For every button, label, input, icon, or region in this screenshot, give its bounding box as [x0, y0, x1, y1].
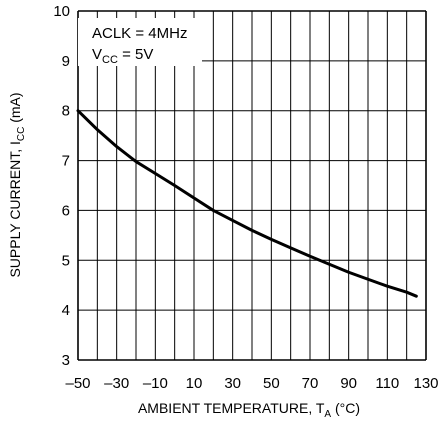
- series-group: [76, 109, 418, 298]
- y-tick-label: 9: [62, 53, 70, 70]
- annotation-aclk: ACLK = 4MHz: [92, 25, 187, 42]
- y-axis-title: SUPPLY CURRENT, ICC (mA): [7, 92, 27, 277]
- x-tick-labels: –50 –30 –10 10 30 50 70 90 110 130: [65, 375, 438, 392]
- x-tick-label: –10: [143, 375, 168, 392]
- x-tick-label: 50: [263, 375, 280, 392]
- y-tick-label: 3: [62, 352, 70, 369]
- y-tick-label: 4: [62, 302, 70, 319]
- annotation-background: [78, 18, 202, 66]
- x-tick-label: –30: [104, 375, 129, 392]
- x-tick-label: 30: [224, 375, 241, 392]
- x-tick-label: 10: [186, 375, 203, 392]
- annotation-vcc: VCC = 5V: [92, 46, 153, 66]
- x-tick-label: –50: [65, 375, 90, 392]
- y-tick-labels: 3 4 5 6 7 8 9 10: [53, 3, 70, 369]
- grid-lines: [77, 10, 427, 361]
- y-tick-label: 5: [62, 252, 70, 269]
- x-tick-label: 110: [375, 375, 399, 392]
- series-line: [76, 109, 418, 298]
- x-axis-title: AMBIENT TEMPERATURE, TA (°C): [138, 400, 360, 420]
- y-tick-label: 10: [53, 3, 70, 20]
- y-tick-label: 8: [62, 103, 70, 120]
- y-tick-label: 7: [62, 153, 70, 170]
- y-tick-label: 6: [62, 202, 70, 219]
- x-tick-label: 90: [340, 375, 357, 392]
- x-tick-label: 130: [413, 375, 438, 392]
- x-tick-label: 70: [302, 375, 319, 392]
